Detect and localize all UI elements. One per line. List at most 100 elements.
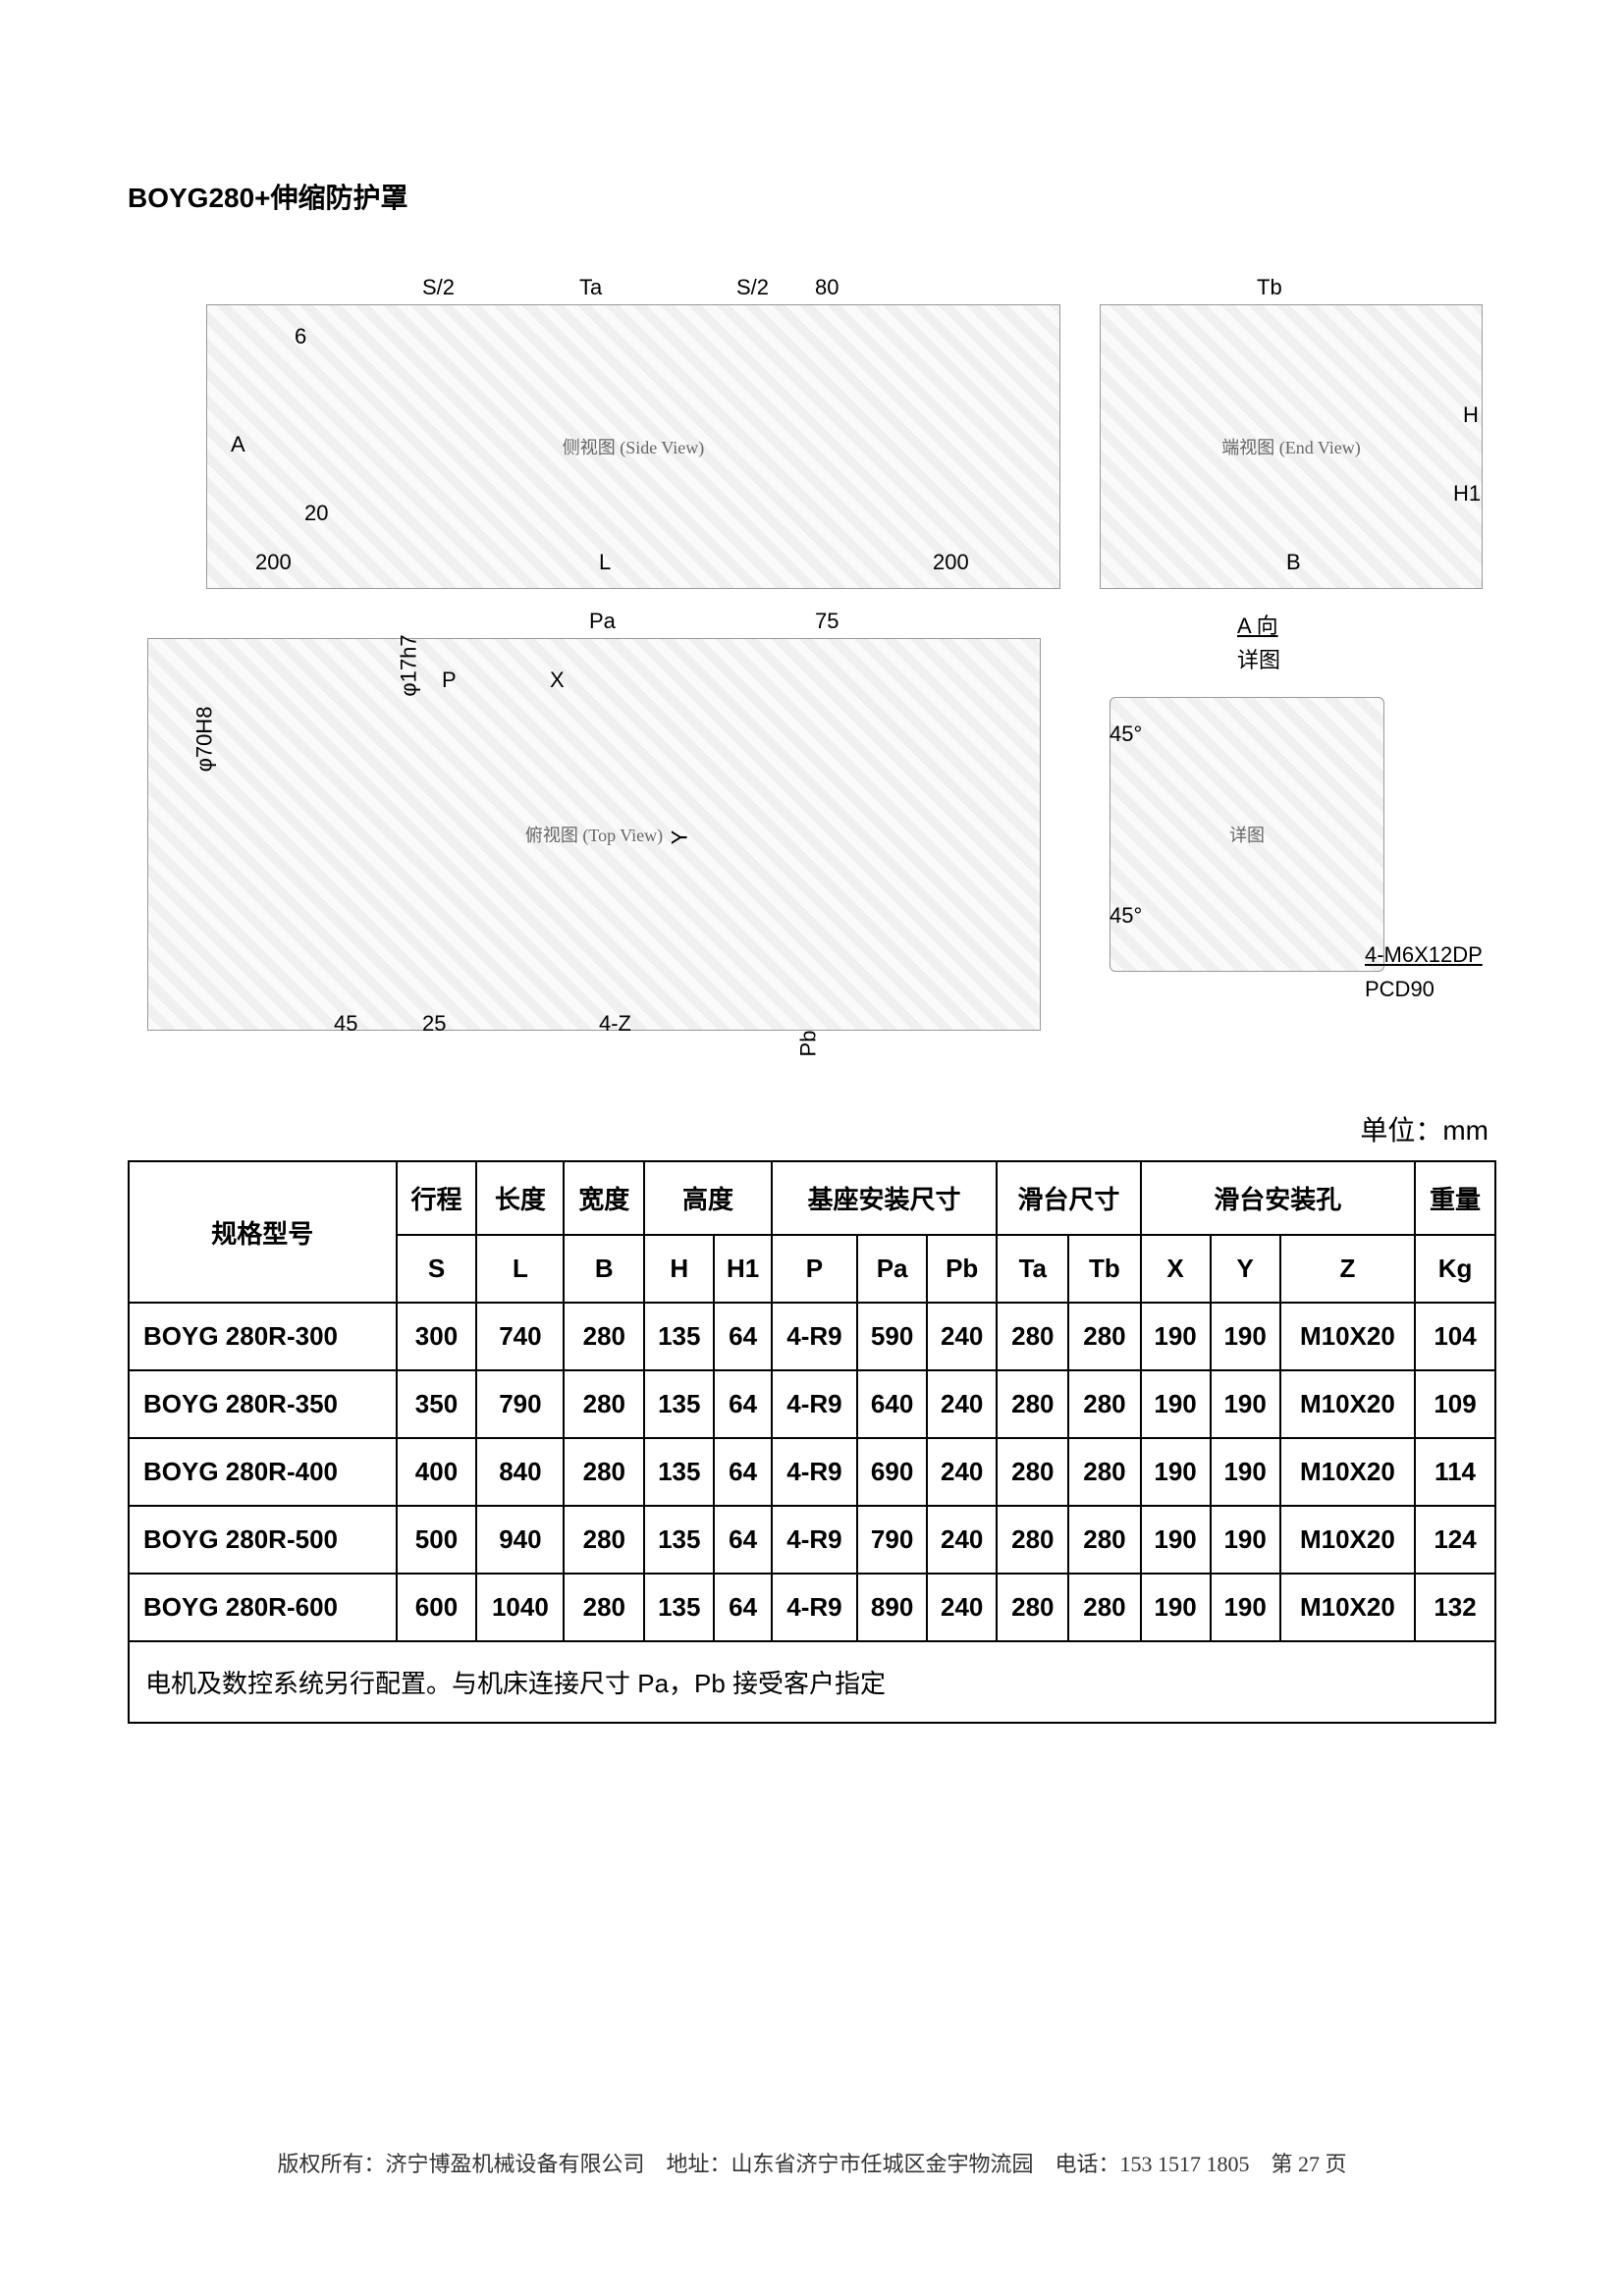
col-width: 宽度 xyxy=(564,1161,644,1235)
col-length: 长度 xyxy=(476,1161,564,1235)
label-45deg-1: 45° xyxy=(1110,721,1142,747)
table-cell: 190 xyxy=(1141,1506,1211,1574)
table-cell: 280 xyxy=(997,1370,1068,1438)
table-cell: 280 xyxy=(1068,1370,1140,1438)
label-45deg-2: 45° xyxy=(1110,903,1142,929)
table-cell: 280 xyxy=(997,1506,1068,1574)
col-stroke: 行程 xyxy=(397,1161,477,1235)
table-cell: 280 xyxy=(997,1438,1068,1506)
table-cell: BOYG 280R-300 xyxy=(129,1303,397,1370)
label-p: P xyxy=(442,667,457,693)
table-cell: 64 xyxy=(714,1303,772,1370)
unit-label: 单位：mm xyxy=(128,1109,1496,1148)
label-75: 75 xyxy=(815,609,839,634)
table-cell: 190 xyxy=(1211,1370,1280,1438)
col-sub-s: S xyxy=(397,1235,477,1303)
label-200-1: 200 xyxy=(255,550,292,575)
table-cell: M10X20 xyxy=(1280,1506,1415,1574)
table-cell: 240 xyxy=(927,1574,997,1641)
table-note: 电机及数控系统另行配置。与机床连接尺寸 Pa，Pb 接受客户指定 xyxy=(129,1641,1495,1723)
table-cell: 190 xyxy=(1141,1370,1211,1438)
label-h1: H1 xyxy=(1453,481,1481,507)
table-cell: 104 xyxy=(1415,1303,1495,1370)
table-cell: BOYG 280R-350 xyxy=(129,1370,397,1438)
table-cell: 280 xyxy=(564,1574,644,1641)
footer-copyright: 版权所有：济宁博盈机械设备有限公司 xyxy=(277,2152,644,2176)
table-cell: 135 xyxy=(644,1303,714,1370)
table-cell: 280 xyxy=(1068,1438,1140,1506)
table-cell: 280 xyxy=(1068,1506,1140,1574)
table-cell: 240 xyxy=(927,1303,997,1370)
label-s2-1: S/2 xyxy=(422,275,455,300)
col-sub-b: B xyxy=(564,1235,644,1303)
table-cell: 135 xyxy=(644,1370,714,1438)
table-cell: 590 xyxy=(857,1303,927,1370)
table-cell: 4-R9 xyxy=(772,1438,857,1506)
table-cell: 64 xyxy=(714,1438,772,1506)
table-cell: M10X20 xyxy=(1280,1303,1415,1370)
table-cell: 280 xyxy=(997,1303,1068,1370)
table-cell: 124 xyxy=(1415,1506,1495,1574)
table-cell: 690 xyxy=(857,1438,927,1506)
col-sub-kg: Kg xyxy=(1415,1235,1495,1303)
table-cell: 4-R9 xyxy=(772,1574,857,1641)
table-cell: 64 xyxy=(714,1370,772,1438)
table-cell: 135 xyxy=(644,1438,714,1506)
table-cell: M10X20 xyxy=(1280,1370,1415,1438)
drawing-bottom-left: 俯视图 (Top View) xyxy=(147,638,1041,1031)
col-sub-h: H xyxy=(644,1235,714,1303)
col-sub-p: P xyxy=(772,1235,857,1303)
table-cell: 790 xyxy=(476,1370,564,1438)
table-cell: 1040 xyxy=(476,1574,564,1641)
table-row: BOYG 280R-500500940280135644-R9790240280… xyxy=(129,1506,1495,1574)
page-title: BOYG280+伸缩防护罩 xyxy=(128,177,1496,216)
table-cell: 840 xyxy=(476,1438,564,1506)
table-cell: 240 xyxy=(927,1438,997,1506)
drawing-top-right: 端视图 (End View) xyxy=(1100,304,1483,589)
label-tb: Tb xyxy=(1257,275,1282,300)
col-sub-y: Y xyxy=(1211,1235,1280,1303)
table-cell: 109 xyxy=(1415,1370,1495,1438)
table-cell: 600 xyxy=(397,1574,477,1641)
col-sub-l: L xyxy=(476,1235,564,1303)
col-weight: 重量 xyxy=(1415,1161,1495,1235)
table-cell: 114 xyxy=(1415,1438,1495,1506)
table-cell: 280 xyxy=(1068,1303,1140,1370)
footer-address: 地址：山东省济宁市任城区金宇物流园 xyxy=(666,2152,1033,2176)
col-height: 高度 xyxy=(644,1161,772,1235)
table-header-row-1: 规格型号 行程 长度 宽度 高度 基座安装尺寸 滑台尺寸 滑台安装孔 重量 xyxy=(129,1161,1495,1235)
table-cell: 190 xyxy=(1211,1574,1280,1641)
label-45: 45 xyxy=(334,1011,357,1037)
table-cell: 4-R9 xyxy=(772,1506,857,1574)
col-model: 规格型号 xyxy=(129,1161,397,1303)
table-cell: 280 xyxy=(564,1303,644,1370)
label-l: L xyxy=(599,550,611,575)
label-a-xiang: A 向 xyxy=(1237,609,1278,640)
label-s2-2: S/2 xyxy=(736,275,769,300)
engineering-drawings: 侧视图 (Side View) S/2 Ta S/2 80 6 A 20 200… xyxy=(128,304,1496,1050)
table-cell: 64 xyxy=(714,1506,772,1574)
table-cell: BOYG 280R-500 xyxy=(129,1506,397,1574)
table-cell: M10X20 xyxy=(1280,1438,1415,1506)
table-cell: 890 xyxy=(857,1574,927,1641)
table-cell: 4-R9 xyxy=(772,1303,857,1370)
table-cell: 280 xyxy=(564,1438,644,1506)
table-row: BOYG 280R-300300740280135644-R9590240280… xyxy=(129,1303,1495,1370)
table-cell: 4-R9 xyxy=(772,1370,857,1438)
table-cell: 500 xyxy=(397,1506,477,1574)
label-4z: 4-Z xyxy=(599,1011,631,1037)
table-cell: 64 xyxy=(714,1574,772,1641)
table-cell: 280 xyxy=(564,1370,644,1438)
table-cell: 190 xyxy=(1211,1303,1280,1370)
table-row: BOYG 280R-350350790280135644-R9640240280… xyxy=(129,1370,1495,1438)
table-cell: M10X20 xyxy=(1280,1574,1415,1641)
table-cell: 240 xyxy=(927,1506,997,1574)
label-20: 20 xyxy=(304,501,328,526)
col-sub-ta: Ta xyxy=(997,1235,1068,1303)
label-6: 6 xyxy=(295,324,306,349)
table-cell: 280 xyxy=(997,1574,1068,1641)
spec-table: 规格型号 行程 长度 宽度 高度 基座安装尺寸 滑台尺寸 滑台安装孔 重量 SL… xyxy=(128,1160,1496,1724)
table-cell: 190 xyxy=(1141,1574,1211,1641)
label-y: Y xyxy=(667,830,692,845)
label-pa: Pa xyxy=(589,609,616,634)
